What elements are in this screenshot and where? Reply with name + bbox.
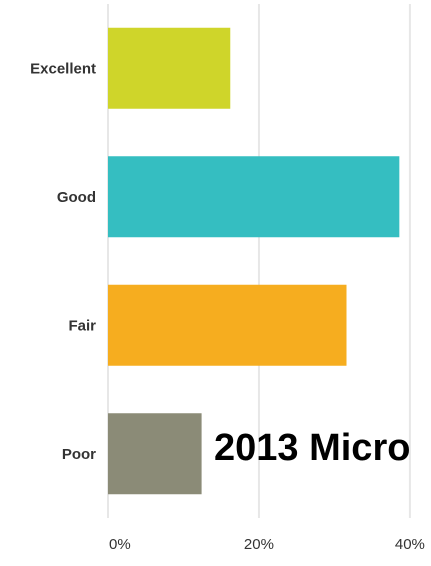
x-tick-label: 20% — [244, 536, 274, 553]
bar-poor — [108, 413, 202, 495]
bar-excellent — [108, 27, 231, 109]
category-label-good: Good — [57, 189, 96, 206]
category-label-fair: Fair — [68, 317, 96, 334]
label-layer: 0% 20% 40% Excellent Good Fair Poor — [30, 60, 425, 553]
x-tick-label: 0% — [109, 536, 131, 553]
bar-fair — [108, 284, 347, 366]
x-tick-label: 40% — [395, 536, 425, 553]
category-label-excellent: Excellent — [30, 60, 96, 77]
category-label-poor: Poor — [62, 446, 96, 463]
bar-layer — [108, 27, 400, 495]
bar-good — [108, 156, 400, 238]
